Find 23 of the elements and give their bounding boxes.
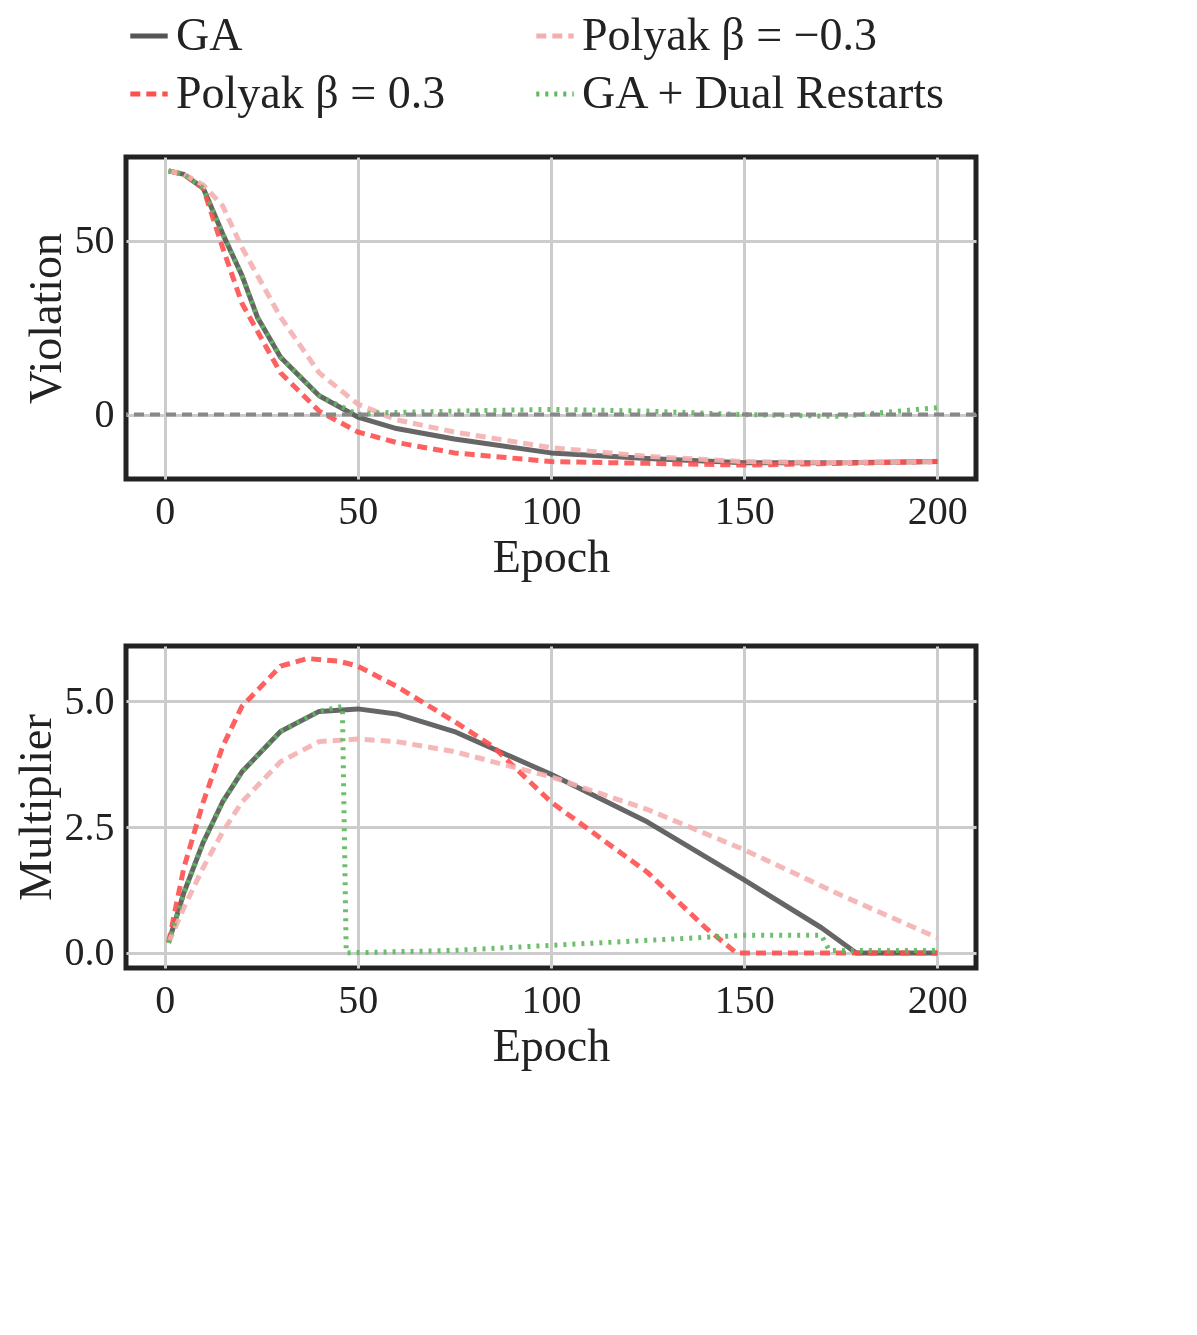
x-axis-title: Epoch bbox=[492, 1019, 611, 1071]
x-tick-label: 150 bbox=[714, 976, 775, 1022]
x-tick-label: 200 bbox=[907, 976, 968, 1022]
y-tick-label: 5.0 bbox=[64, 677, 115, 723]
y-tick-label: 0.0 bbox=[64, 929, 115, 975]
x-axis-title: Epoch bbox=[492, 530, 611, 582]
x-tick-label: 150 bbox=[714, 487, 775, 533]
x-tick-label: 100 bbox=[521, 976, 582, 1022]
legend-label: GA + Dual Restarts bbox=[582, 67, 944, 118]
x-tick-label: 200 bbox=[907, 487, 968, 533]
x-tick-label: 50 bbox=[338, 976, 379, 1022]
x-tick-label: 0 bbox=[155, 976, 176, 1022]
x-tick-label: 50 bbox=[338, 487, 379, 533]
x-tick-label: 100 bbox=[521, 487, 582, 533]
x-tick-label: 0 bbox=[155, 487, 176, 533]
legend-label: Polyak β = −0.3 bbox=[582, 9, 878, 60]
y-axis-title: Multiplier bbox=[9, 714, 61, 901]
y-tick-label: 0 bbox=[94, 391, 115, 437]
y-axis-title: Violation bbox=[19, 233, 71, 404]
legend-label: Polyak β = 0.3 bbox=[176, 67, 446, 118]
y-tick-label: 50 bbox=[74, 217, 115, 263]
y-tick-label: 2.5 bbox=[64, 803, 115, 849]
legend-label: GA bbox=[176, 9, 243, 60]
